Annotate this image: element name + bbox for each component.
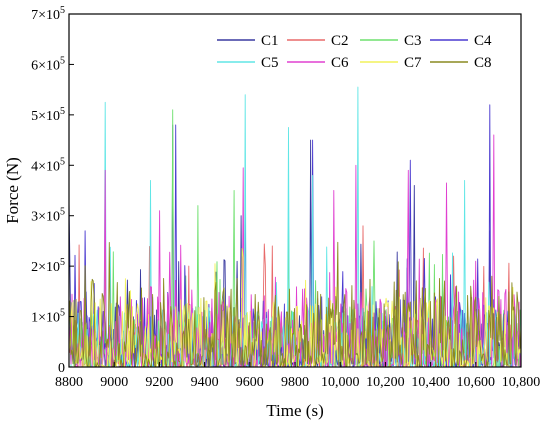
x-tick-label: 10,200 (366, 375, 405, 390)
x-tick-label: 8800 (55, 375, 83, 390)
x-tick-label: 10,800 (502, 375, 541, 390)
legend-label-c4: C4 (474, 33, 492, 49)
x-tick-label: 9000 (100, 375, 128, 390)
x-tick-label: 9400 (191, 375, 219, 390)
legend-label-c2: C2 (331, 33, 349, 49)
legend: C1 C2 C3 C4 C5 C6 C7 C8 (217, 33, 492, 71)
x-tick-label: 9800 (281, 375, 309, 390)
y-tick-label: 4×105 (31, 156, 65, 174)
x-tick-label: 10,400 (411, 375, 450, 390)
y-tick-label: 0 (58, 361, 65, 376)
y-tick-label: 3×105 (31, 207, 65, 225)
legend-label-c6: C6 (331, 55, 349, 71)
x-tick-label: 9200 (145, 375, 173, 390)
x-tick-label: 10,600 (457, 375, 496, 390)
y-tick-label: 5×105 (31, 106, 65, 124)
x-axis-title: Time (s) (266, 401, 323, 420)
legend-label-c8: C8 (474, 55, 492, 71)
legend-label-c7: C7 (404, 55, 422, 71)
y-tick-label: 7×105 (31, 5, 65, 23)
series-line-c7 (68, 247, 522, 368)
legend-label-c3: C3 (404, 33, 422, 49)
y-axis-title: Force (N) (3, 157, 22, 224)
series-layer (68, 86, 522, 368)
legend-label-c5: C5 (261, 55, 279, 71)
y-tick-label: 2×105 (31, 257, 65, 275)
ticks-layer: 8800 9000 9200 9400 9600 9800 10,000 10,200 10,4… (31, 5, 540, 390)
y-tick-label: 6×105 (31, 55, 65, 73)
x-tick-label: 10,000 (321, 375, 360, 390)
x-tick-label: 9600 (236, 375, 264, 390)
y-tick-label: 1×105 (31, 308, 65, 326)
legend-label-c1: C1 (261, 33, 279, 49)
